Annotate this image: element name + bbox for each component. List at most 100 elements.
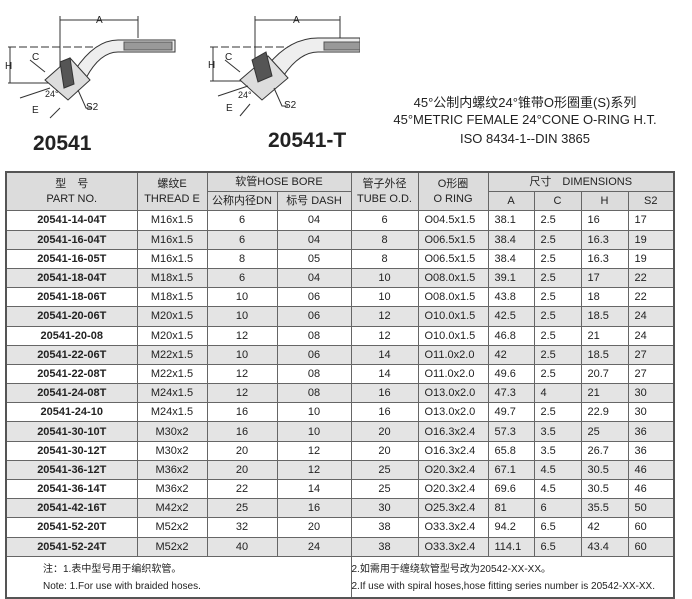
cell-thread: M22x1.5 [136, 363, 208, 385]
cell-tube-od: 16 [350, 402, 419, 423]
header-o-ring: O形圈 O RING [417, 171, 489, 212]
cell-thread: M22x1.5 [136, 344, 208, 365]
cell-dash: 06 [276, 344, 352, 365]
header-dimensions: 尺寸 DIMENSIONS [487, 171, 675, 193]
cell-dim-a: 42.5 [487, 306, 535, 327]
cell-dim-s2: 24 [627, 325, 675, 346]
cell-dash: 05 [276, 248, 352, 269]
cell-dash: 10 [276, 402, 352, 423]
cell-dash: 24 [276, 536, 352, 557]
cell-tube-od: 10 [350, 267, 419, 289]
cell-dim-h: 21 [580, 325, 629, 346]
cell-dn: 25 [206, 498, 278, 519]
cell-o-ring: O08.0x1.5 [417, 287, 489, 308]
cell-dim-s2: 50 [627, 498, 675, 519]
cell-part-no: 20541-24-10 [5, 402, 138, 423]
cell-dim-c: 6.5 [533, 517, 582, 538]
cell-dim-s2: 27 [627, 363, 675, 385]
cell-thread: M52x2 [136, 517, 208, 538]
cell-part-no: 20541-20-06T [5, 306, 138, 327]
cell-dim-s2: 46 [627, 459, 675, 481]
cell-dim-s2: 22 [627, 267, 675, 289]
dim-label-h: H [5, 61, 12, 72]
table-row: 20541-36-12T M36x2 20 12 25 O20.3x2.4 67.1 4.5 3… [5, 459, 675, 481]
cell-dim-h: 16.3 [580, 248, 629, 269]
header-c: C [533, 191, 582, 212]
cell-dash: 10 [276, 421, 352, 442]
table-row: 20541-16-04T M16x1.5 6 04 8 O06.5x1.5 38.4 2.5 1… [5, 229, 675, 250]
table-row: 20541-20-08 M20x1.5 12 08 12 O10.0x1.5 46.8 2.5… [5, 325, 675, 346]
dim-label-s2: S2 [86, 102, 99, 113]
cell-tube-od: 10 [350, 287, 419, 308]
cell-dim-s2: 60 [627, 517, 675, 538]
cell-dim-c: 2.5 [533, 287, 582, 308]
cell-dash: 04 [276, 267, 352, 289]
dim-label-a: A [96, 15, 103, 26]
cell-thread: M18x1.5 [136, 287, 208, 308]
cell-dim-s2: 30 [627, 402, 675, 423]
cell-dim-c: 2.5 [533, 306, 582, 327]
cell-dn: 6 [206, 229, 278, 250]
title-standard: ISO 8434-1--DIN 3865 [459, 131, 591, 146]
cell-dash: 12 [276, 459, 352, 481]
cell-o-ring: O13.0x2.0 [417, 383, 489, 404]
cell-part-no: 20541-18-06T [5, 287, 138, 308]
cell-dim-a: 38.4 [487, 248, 535, 269]
header-hose-bore: 软管HOSE BORE [206, 171, 352, 193]
header-h: H [580, 191, 629, 212]
cell-dim-h: 16.3 [580, 229, 629, 250]
cell-dim-c: 2.5 [533, 344, 582, 365]
cell-dash: 14 [276, 478, 352, 500]
cell-dim-c: 6.5 [533, 536, 582, 557]
fitting-drawing-20541-t: A C H E 24° S2 [208, 15, 360, 117]
table-row: 20541-22-08T M22x1.5 12 08 14 O11.0x2.0 49.6 2.… [5, 363, 675, 385]
cell-dn: 8 [206, 248, 278, 269]
cell-thread: M24x1.5 [136, 383, 208, 404]
cell-thread: M20x1.5 [136, 325, 208, 346]
cell-tube-od: 25 [350, 478, 419, 500]
cell-o-ring: O04.5x1.5 [417, 210, 489, 231]
cell-o-ring: O33.3x2.4 [417, 517, 489, 538]
cell-dash: 08 [276, 363, 352, 385]
cell-dim-a: 49.7 [487, 402, 535, 423]
cell-part-no: 20541-36-14T [5, 478, 138, 500]
cell-dim-c: 2.5 [533, 325, 582, 346]
cell-part-no: 20541-16-04T [5, 229, 138, 250]
cell-part-no: 20541-22-06T [5, 344, 138, 365]
cell-thread: M36x2 [136, 459, 208, 481]
cell-part-no: 20541-18-04T [5, 267, 138, 289]
cell-part-no: 20541-14-04T [5, 210, 138, 231]
cell-dim-c: 2.5 [533, 267, 582, 289]
cell-dim-a: 42 [487, 344, 535, 365]
cell-dim-h: 26.7 [580, 440, 629, 461]
dim-label-angle: 24° [45, 89, 59, 99]
cell-thread: M20x1.5 [136, 306, 208, 327]
cell-dim-a: 38.1 [487, 210, 535, 231]
cell-dn: 16 [206, 402, 278, 423]
cell-dim-h: 16 [580, 210, 629, 231]
cell-dim-c: 4.5 [533, 478, 582, 500]
cell-tube-od: 12 [350, 325, 419, 346]
cell-part-no: 20541-24-08T [5, 383, 138, 404]
table-row: 20541-18-06T M18x1.5 10 06 10 O08.0x1.5 43.8 2.… [5, 287, 675, 308]
dim-label-e: E [226, 103, 233, 114]
cell-dim-a: 43.8 [487, 287, 535, 308]
cell-dim-h: 18.5 [580, 344, 629, 365]
table-row: 20541-18-04T M18x1.5 6 04 10 O08.0x1.5 39.1 2.5… [5, 267, 675, 289]
cell-dn: 10 [206, 306, 278, 327]
header-s2: S2 [627, 191, 675, 212]
cell-dim-c: 2.5 [533, 248, 582, 269]
cell-dash: 20 [276, 517, 352, 538]
cell-dim-h: 18 [580, 287, 629, 308]
cell-o-ring: O16.3x2.4 [417, 421, 489, 442]
cell-dim-a: 69.6 [487, 478, 535, 500]
cell-dim-a: 114.1 [487, 536, 535, 557]
cell-tube-od: 8 [350, 248, 419, 269]
header-dash: 标号 DASH [276, 191, 352, 212]
cell-dim-c: 2.5 [533, 363, 582, 385]
cell-tube-od: 14 [350, 363, 419, 385]
cell-dim-c: 2.5 [533, 210, 582, 231]
cell-dash: 16 [276, 498, 352, 519]
cell-dim-h: 30.5 [580, 478, 629, 500]
cell-dim-s2: 17 [627, 210, 675, 231]
